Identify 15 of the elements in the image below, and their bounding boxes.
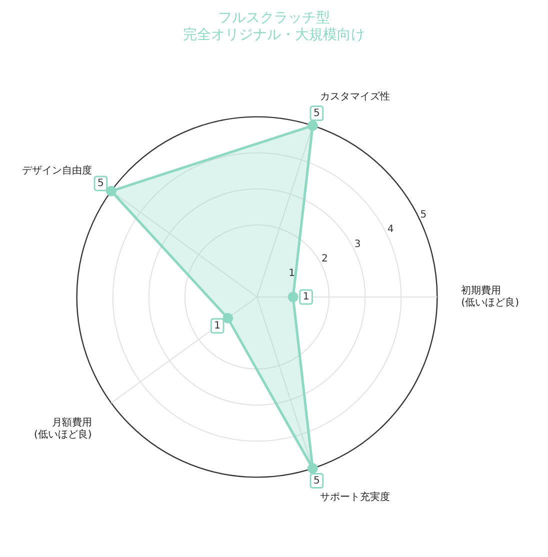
data-label: 5 [314, 475, 320, 486]
spoke-label: サポート充実度 [320, 490, 390, 503]
y-tick-label: 3 [354, 238, 361, 250]
chart-title: フルスクラッチ型 [218, 10, 330, 26]
data-label: 1 [302, 292, 310, 303]
data-label: 5 [98, 178, 104, 190]
data-label: 5 [314, 108, 320, 119]
spoke-label: 月額費用 (低いほど良) [34, 416, 92, 441]
spoke-label: デザイン自由度 [22, 164, 92, 177]
y-tick-label: 4 [387, 224, 394, 236]
data-label: 1 [214, 320, 221, 332]
spoke-label: カスタマイズ性 [320, 90, 390, 102]
chart-subtitle: 完全オリジナル・大規模向け [183, 26, 365, 43]
spoke-label: 初期費用 (低いほど良) [461, 284, 520, 309]
y-tick-label: 2 [321, 253, 328, 264]
